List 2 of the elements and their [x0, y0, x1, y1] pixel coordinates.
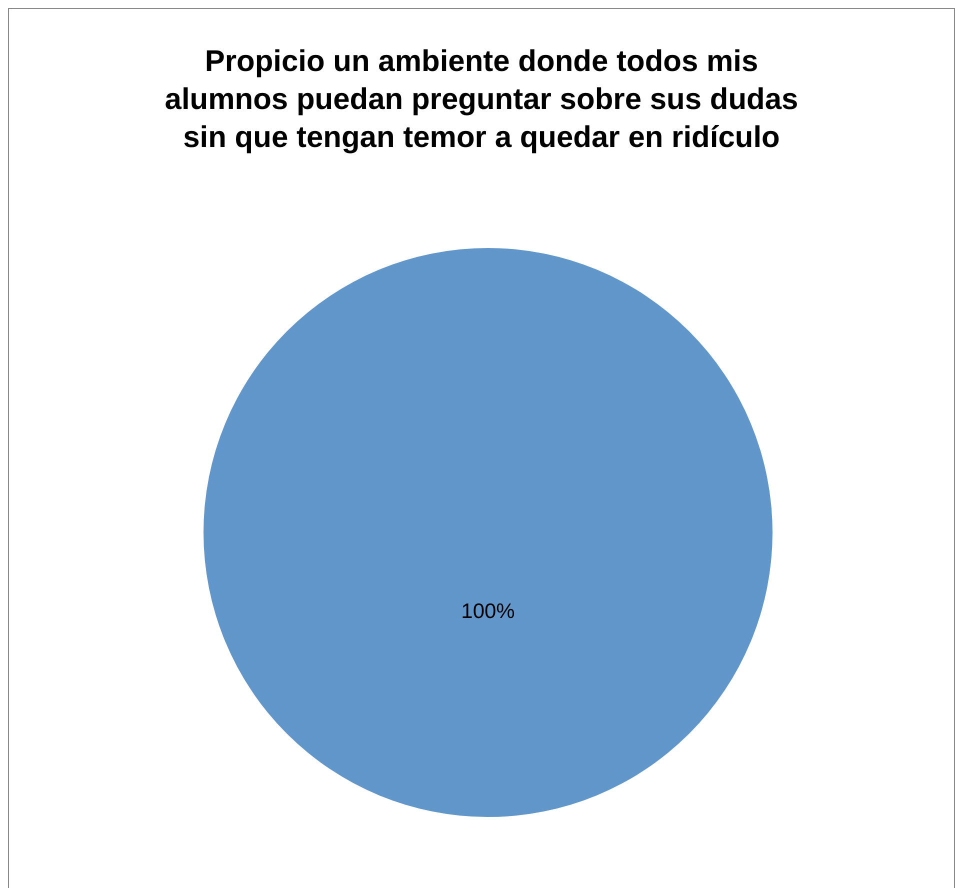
data-label: 100%	[461, 600, 515, 623]
chart-title: Propicio un ambiente donde todos mis alumnos puedan preguntar sobre sus dudas sin que tengan temor a quedar en ridículo	[164, 44, 800, 156]
